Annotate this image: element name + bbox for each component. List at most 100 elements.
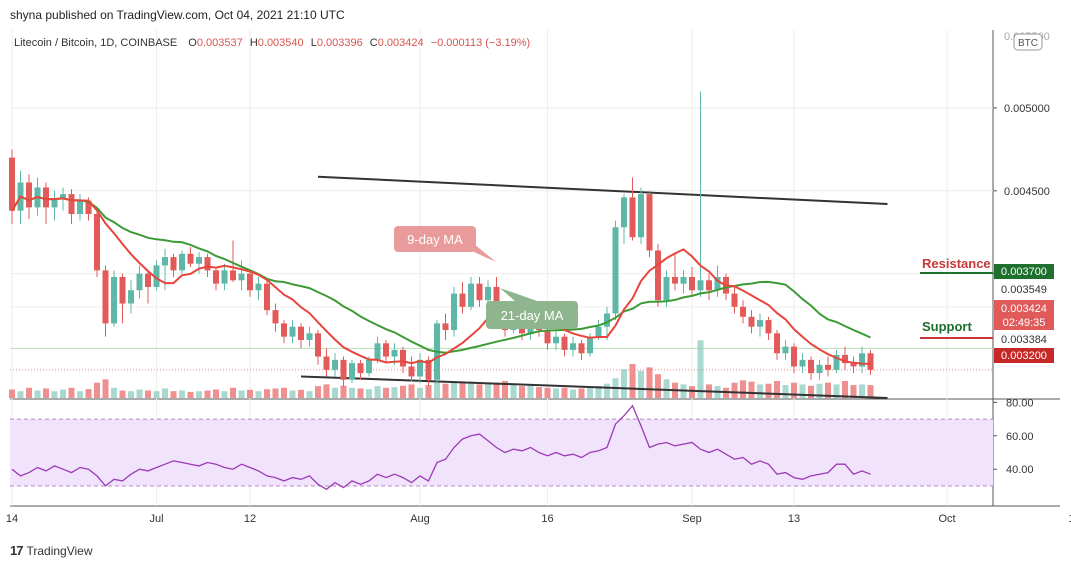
candle-body	[833, 354, 840, 370]
volume-bar	[357, 388, 364, 398]
support-label: Support	[922, 319, 972, 334]
candle-body	[221, 270, 228, 284]
volume-bar	[417, 387, 423, 398]
candle-body	[799, 359, 806, 367]
candle-body	[128, 290, 134, 304]
trend-lines	[300, 175, 888, 399]
volume-bar	[153, 391, 160, 398]
candle-body	[850, 363, 857, 367]
rsi-tick-label: 80.00	[1006, 397, 1034, 409]
volume-bar	[544, 387, 551, 398]
candle-body	[9, 157, 15, 211]
currency-badge[interactable]: BTC	[1018, 38, 1038, 49]
volume-bar	[255, 391, 262, 398]
candle-body	[663, 276, 670, 301]
resistance-level: 0.003700	[1001, 266, 1047, 278]
volume-bar	[451, 381, 457, 398]
price-3384: 0.003384	[1001, 334, 1047, 346]
tradingview-mark-icon: 17	[10, 543, 24, 558]
time-tick-label: 14	[6, 513, 18, 525]
volume-bar	[825, 382, 831, 398]
volume-bar	[281, 387, 287, 398]
volume-bar	[867, 385, 874, 398]
chart-legend: Litecoin / Bitcoin, 1D, COINBASE O0.0035…	[14, 37, 530, 49]
candle-body	[476, 283, 483, 301]
ma9-label: 9-day MA	[407, 232, 463, 247]
price-3549: 0.003549	[1001, 284, 1047, 296]
volume-bar	[230, 387, 236, 398]
volume-bar	[791, 382, 797, 398]
rsi-band	[10, 419, 993, 486]
currency-badge-box[interactable]	[1013, 33, 1043, 51]
ma21-callout-box	[486, 301, 578, 329]
volume-bar	[604, 383, 610, 398]
time-tick-label: 18	[1068, 513, 1071, 525]
volume-bar	[179, 390, 185, 398]
resistance-label: Resistance	[922, 256, 991, 271]
volume-bar	[264, 389, 270, 398]
legend-change: −0.000113 (−3.19%)	[431, 37, 530, 49]
volume-bar	[247, 389, 253, 398]
candle-body	[315, 333, 321, 357]
candle-body	[842, 354, 848, 364]
tradingview-logo[interactable]: 17 TradingView	[10, 543, 93, 558]
candle-body	[179, 253, 185, 271]
volume-bar	[128, 391, 134, 398]
volume-bar	[468, 381, 474, 398]
volume-bar	[493, 382, 500, 398]
volume-bar	[136, 389, 143, 398]
volume-bar	[731, 382, 738, 398]
rsi-panel	[10, 404, 993, 491]
volume-bar	[833, 384, 840, 398]
candle-body	[255, 283, 262, 291]
candle-body	[247, 273, 253, 291]
ma21-line	[11, 195, 871, 354]
candle-body	[281, 323, 287, 337]
volume-bar	[587, 387, 593, 398]
volume-bar	[102, 379, 109, 398]
candle-body	[553, 336, 559, 344]
price-3384-badge	[994, 332, 1054, 347]
volume-bar	[391, 387, 398, 398]
candle-body	[451, 293, 457, 331]
candle-body	[816, 364, 823, 374]
candle-body	[94, 214, 100, 271]
candle-body	[400, 349, 406, 367]
volume-bar	[238, 390, 245, 398]
candle-body	[757, 320, 763, 327]
rsi-tick-label: 40.00	[1006, 464, 1034, 476]
candle-body	[366, 359, 372, 374]
volume-bar	[400, 385, 406, 398]
candle-body	[748, 316, 755, 327]
legend-open: 0.003537	[197, 37, 243, 49]
volume-bar	[145, 390, 151, 398]
volume-bar	[17, 391, 24, 398]
volume-bar	[26, 387, 32, 398]
volume-bar	[816, 383, 823, 398]
volume-bar	[60, 389, 66, 398]
volume-bar	[689, 386, 695, 398]
candle-body	[714, 276, 721, 291]
ma9-callout: 9-day MA	[394, 226, 496, 262]
legend-low-label: L	[311, 37, 317, 49]
volume-bar	[204, 390, 211, 398]
candle-body	[689, 276, 695, 291]
candle-body	[629, 197, 636, 238]
tradingview-wordmark: TradingView	[26, 543, 93, 558]
time-tick-label: Oct	[938, 513, 955, 525]
candle-body	[740, 306, 746, 317]
lower-channel-line	[300, 375, 888, 399]
legend-close-label: C	[370, 37, 378, 49]
candle-body	[51, 199, 58, 208]
candle-body	[561, 336, 568, 350]
volume-bar	[476, 384, 483, 398]
volume-bar	[289, 390, 296, 398]
volume-bar	[162, 388, 168, 398]
candle-body	[68, 194, 75, 214]
candle-body	[493, 286, 500, 314]
candle-body	[187, 253, 194, 264]
candle-body	[825, 364, 831, 370]
candle-body	[782, 346, 789, 354]
candle-body	[680, 276, 687, 284]
